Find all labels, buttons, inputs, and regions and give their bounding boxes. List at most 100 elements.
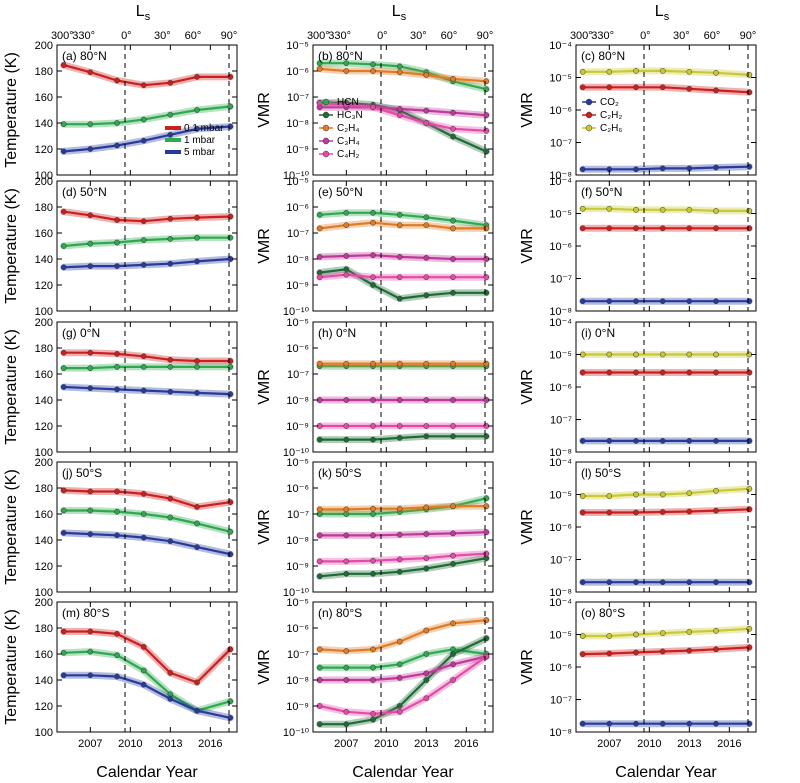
plot-frame	[56, 461, 238, 593]
data-point	[87, 240, 94, 247]
y-tick-label: 120	[35, 421, 53, 433]
data-point	[606, 509, 613, 516]
series-group	[579, 485, 753, 586]
data-point	[316, 254, 323, 260]
data-point	[194, 126, 200, 132]
data-point	[114, 120, 120, 126]
y-tick-label: 10⁻⁷	[287, 649, 309, 661]
ls-tick-label: 300°	[51, 30, 74, 42]
plot-frame	[312, 180, 494, 312]
data-point	[396, 675, 403, 681]
data-point	[450, 552, 456, 559]
data-point	[659, 369, 666, 376]
data-point	[746, 485, 753, 492]
y-tick-label: 10⁻⁴	[549, 317, 572, 329]
data-point	[60, 349, 67, 356]
data-point	[746, 89, 753, 96]
data-point	[396, 505, 403, 512]
data-point	[396, 222, 403, 229]
data-point	[316, 664, 323, 671]
panel-label: (g) 0°N	[62, 326, 100, 340]
x-tick-label: 2016	[198, 738, 222, 750]
data-point	[423, 627, 430, 634]
data-point	[370, 423, 376, 429]
series-line-5-mbar	[63, 674, 231, 719]
ls-tick-label: 60°	[704, 30, 721, 42]
data-point	[140, 116, 147, 123]
data-point	[396, 435, 403, 441]
data-point	[606, 633, 613, 639]
data-point	[396, 69, 403, 76]
y-tick-label: 10⁻⁵	[286, 40, 309, 52]
data-point	[659, 84, 666, 91]
y-tick-label: 10⁻¹⁰	[283, 447, 310, 459]
y-tick-label: 10⁻⁵	[286, 317, 309, 329]
y-tick-label: 120	[35, 280, 53, 292]
data-point	[606, 579, 613, 586]
data-point	[140, 534, 147, 541]
x-axis-label: Calendar Year	[615, 764, 717, 781]
y-axis-label: Temperature (K)	[3, 329, 20, 445]
data-point	[370, 505, 376, 512]
data-point	[316, 66, 323, 72]
y-tick-label: 140	[35, 395, 53, 407]
data-point	[579, 68, 586, 75]
legend-entry: 1 mbar	[184, 135, 216, 146]
data-point	[140, 681, 147, 688]
data-point	[483, 503, 490, 510]
data-point	[686, 225, 693, 232]
data-point	[316, 558, 323, 565]
data-point	[167, 670, 174, 676]
y-tick-label: 10⁻⁵	[549, 350, 572, 362]
series-band-1-mbar	[60, 648, 234, 715]
y-tick-label: 10⁻⁵	[549, 490, 572, 502]
data-point	[423, 433, 430, 440]
data-point	[87, 672, 94, 679]
data-point	[579, 438, 586, 444]
data-point	[227, 74, 234, 80]
data-point	[633, 438, 639, 444]
data-point	[140, 644, 147, 650]
data-point	[370, 68, 376, 74]
data-point	[579, 298, 586, 305]
data-point	[423, 397, 430, 403]
data-point	[140, 511, 147, 517]
ls-tick-label: 90°	[221, 30, 238, 42]
ls-tick-label: 60°	[185, 30, 202, 42]
data-point	[746, 625, 753, 632]
data-point	[423, 214, 430, 221]
data-point	[450, 109, 456, 116]
panel-l: 10⁻⁸ 10⁻⁷ 10⁻⁶ 10⁻⁵ 10⁻⁴ VMR (l) 50°S	[519, 457, 757, 599]
x-tick-label: 2013	[677, 738, 701, 750]
data-point	[423, 222, 430, 229]
ls-tick-label: 60°	[441, 30, 458, 42]
data-point	[746, 506, 753, 513]
panel-j: 100 120 140 160 180 200 Temperature (K) (j) 50°…	[3, 457, 238, 599]
data-point	[659, 298, 666, 305]
data-point	[227, 714, 234, 721]
series-group	[60, 61, 234, 155]
data-point	[194, 504, 200, 510]
ls-axis-subscript: s	[401, 11, 407, 23]
data-point	[140, 237, 147, 243]
data-point	[227, 528, 234, 535]
data-point	[450, 397, 456, 403]
y-tick-label: 200	[35, 317, 53, 329]
y-tick-label: 10⁻⁵	[286, 597, 309, 609]
data-point	[606, 720, 613, 727]
data-point	[370, 61, 376, 68]
data-point	[316, 436, 323, 443]
ls-tick-label: 30°	[410, 30, 427, 42]
y-tick-label: 160	[35, 92, 53, 104]
data-point	[167, 538, 174, 545]
data-point	[396, 531, 403, 538]
data-point	[140, 82, 147, 89]
data-point	[316, 274, 323, 281]
data-point	[396, 211, 403, 218]
data-point	[167, 260, 174, 267]
legend-entry: HCN	[337, 97, 359, 108]
series-line-1-mbar	[63, 650, 231, 712]
data-point	[227, 646, 234, 653]
ls-tick-label: 330°	[328, 30, 351, 42]
data-point	[423, 555, 430, 562]
